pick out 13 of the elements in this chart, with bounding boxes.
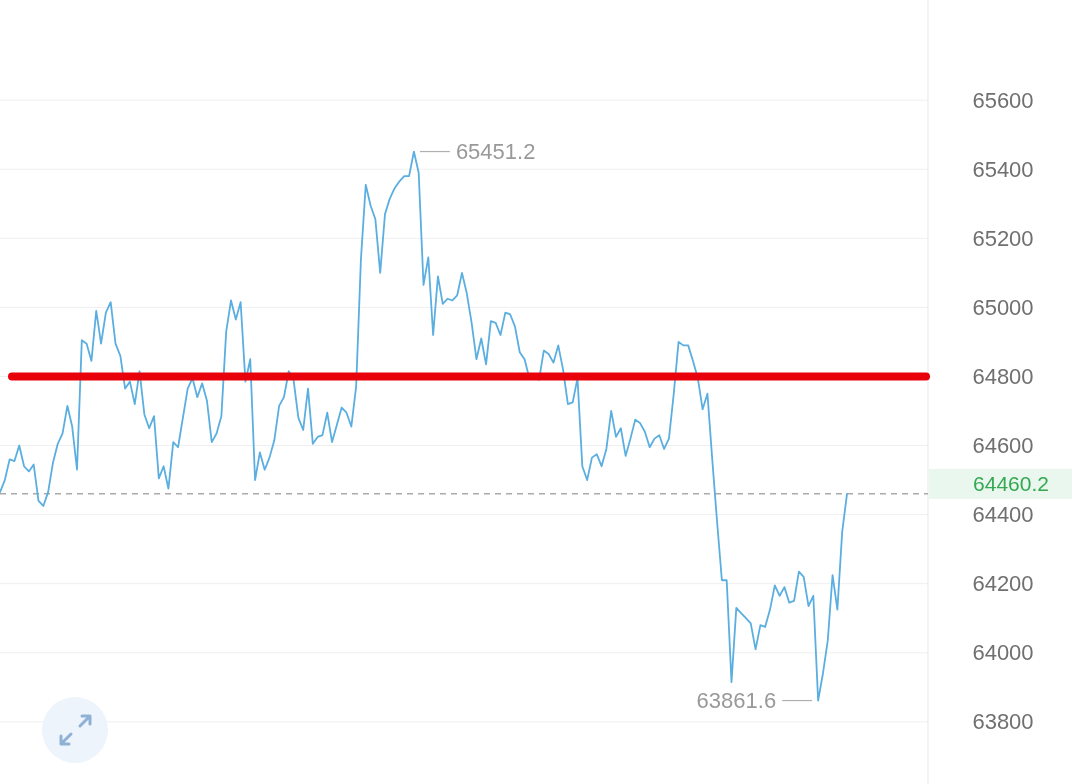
y-tick-label: 63800	[972, 709, 1034, 735]
y-tick-label: 65200	[972, 225, 1034, 251]
data-label: 65451.2	[455, 139, 536, 165]
ref-line-label: 64460.2	[973, 472, 1049, 496]
data-label: 63861.6	[696, 688, 777, 714]
y-tick-label: 64600	[972, 433, 1034, 459]
y-tick-label: 65600	[972, 87, 1034, 113]
y-tick-label: 65000	[972, 294, 1034, 320]
y-tick-label: 64200	[972, 571, 1034, 597]
y-tick-label: 65400	[972, 156, 1034, 182]
y-tick-label: 64800	[972, 363, 1034, 389]
y-tick-label: 64000	[972, 640, 1034, 666]
y-tick-label: 64400	[972, 502, 1034, 528]
